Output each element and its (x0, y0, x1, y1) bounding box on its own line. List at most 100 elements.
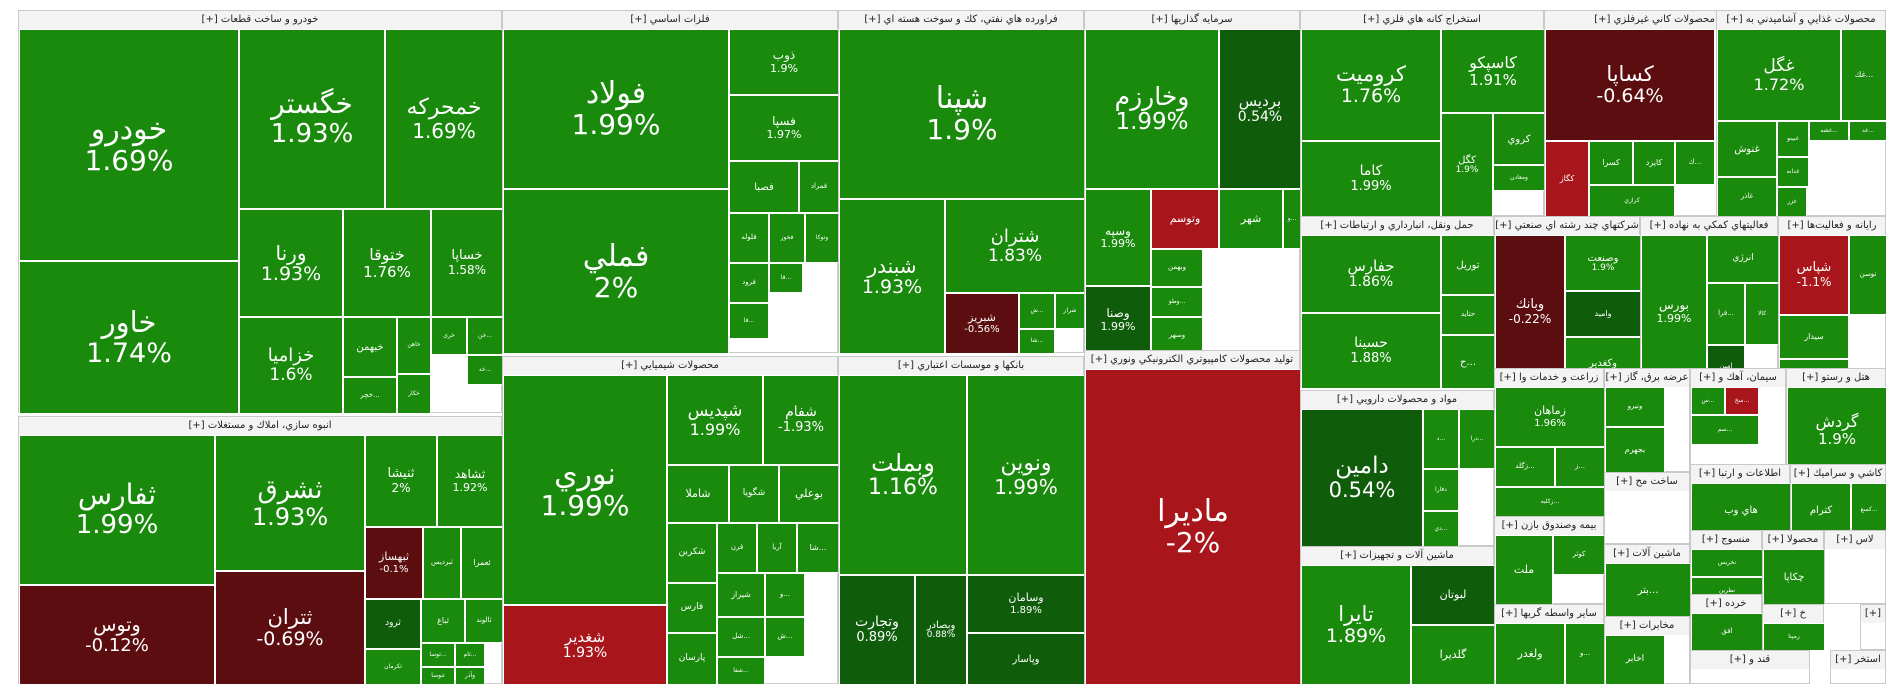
stock-tile[interactable]: شاملا (667, 465, 729, 523)
stock-tile[interactable]: ...خچر (343, 377, 397, 414)
sector-title[interactable]: انبوه سازي، املاك و مستغلات [+] (19, 417, 501, 435)
stock-tile[interactable]: ...فا (729, 303, 769, 339)
stock-tile[interactable]: ثكرمان (365, 649, 421, 685)
stock-tile[interactable]: شهر (1219, 189, 1283, 249)
stock-tile[interactable]: حسينا 1.88% (1301, 313, 1441, 389)
sector-title[interactable]: خرده [+] (1691, 595, 1761, 613)
stock-tile[interactable]: واميد (1565, 291, 1641, 337)
stock-tile[interactable]: افق (1691, 613, 1763, 651)
stock-tile[interactable]: كوثر (1553, 535, 1605, 575)
sector-title[interactable]: هتل و رستو [+] (1787, 369, 1885, 387)
sector-title[interactable]: اطلاعات و ارتبا [+] (1691, 465, 1789, 483)
stock-tile[interactable]: وآذر (455, 667, 485, 685)
stock-tile[interactable]: ...س (1691, 387, 1725, 415)
stock-tile[interactable]: فارس (667, 583, 717, 633)
stock-tile[interactable]: ...دي (1423, 511, 1459, 547)
sector-title[interactable]: استخراج كانه هاي فلزي [+] (1301, 11, 1543, 29)
stock-tile[interactable]: برديس 0.54% (1219, 29, 1301, 189)
stock-tile[interactable]: ملت (1495, 535, 1553, 605)
stock-tile[interactable]: ...شفا (717, 657, 765, 685)
stock-tile[interactable]: ثنيشا 2% (365, 435, 437, 527)
stock-tile[interactable]: آريا (757, 523, 797, 573)
stock-tile[interactable]: كگاز (1545, 141, 1589, 217)
stock-tile[interactable]: گلديرا (1411, 625, 1495, 685)
stock-tile[interactable]: ...ز (1555, 447, 1605, 487)
stock-tile[interactable]: وخارزم 1.99% (1085, 29, 1219, 189)
stock-tile[interactable]: ورنا 1.93% (239, 209, 343, 317)
stock-tile[interactable]: خاهن (397, 317, 431, 374)
sector-title[interactable]: فعاليتهاي كمكي به نهاده [+] (1641, 217, 1777, 235)
stock-tile[interactable]: ثبردیس (423, 527, 461, 599)
stock-tile[interactable]: توسن (1849, 235, 1887, 315)
stock-tile[interactable]: فولاد 1.99% (503, 29, 729, 189)
stock-tile[interactable]: كاما 1.99% (1301, 141, 1441, 217)
stock-tile[interactable]: بورس 1.99% (1641, 235, 1707, 389)
sector-title[interactable]: رايانه و فعاليت‌ها [+] (1779, 217, 1885, 235)
sector-title[interactable]: بانكها و موسسات اعتباري [+] (839, 357, 1083, 375)
stock-tile[interactable]: خودرو 1.69% (19, 29, 239, 261)
stock-tile[interactable]: كرازي (1589, 185, 1675, 217)
stock-tile[interactable]: ...د (1423, 409, 1459, 469)
sector-title[interactable]: كاشي و سراميك [+] (1791, 465, 1885, 483)
sector-title[interactable]: محصولات شيميايي [+] (503, 357, 837, 375)
stock-tile[interactable]: ثعمرا (461, 527, 503, 599)
stock-tile[interactable]: وبملت 1.16% (839, 375, 967, 575)
stock-tile[interactable]: وبهمن (1151, 249, 1203, 287)
stock-tile[interactable]: لبوتان (1411, 565, 1495, 625)
stock-tile[interactable]: نوري 1.99% (503, 375, 667, 605)
stock-tile[interactable]: رمپنا (1763, 623, 1825, 651)
stock-tile[interactable]: وتوس -0.12% (19, 585, 215, 685)
stock-tile[interactable]: خرى (431, 317, 467, 355)
sector-title[interactable]: محصولا [+] (1763, 531, 1823, 549)
stock-tile[interactable]: ...ح (1441, 335, 1495, 389)
stock-tile[interactable]: پارسان (667, 633, 717, 685)
stock-tile[interactable]: ومعادن (1493, 165, 1545, 191)
stock-tile[interactable]: حفارس 1.86% (1301, 235, 1441, 313)
stock-tile[interactable]: ...ش (1019, 293, 1055, 329)
stock-tile[interactable]: نخريس (1691, 549, 1763, 577)
stock-tile[interactable]: هاي وب (1691, 483, 1791, 537)
sector-title[interactable]: شركتهاي چند رشته اي صنعتي [+] (1495, 217, 1639, 235)
stock-tile[interactable]: ...خد (467, 355, 503, 385)
stock-tile[interactable]: كسرا (1589, 141, 1633, 185)
sector-title[interactable]: بيمه وصندوق بازن [+] (1495, 517, 1603, 535)
stock-tile[interactable]: ...سخ (1725, 387, 1759, 415)
stock-tile[interactable]: ونيرو (1605, 387, 1665, 427)
stock-tile[interactable]: وبانك -0.22% (1495, 235, 1565, 389)
stock-tile[interactable]: شبریز -0.56% (945, 293, 1019, 354)
stock-tile[interactable]: ...زكلبه (1495, 487, 1605, 517)
stock-tile[interactable]: ولغدر (1495, 623, 1565, 685)
sector-title[interactable]: فلزات اساسي [+] (503, 11, 837, 29)
stock-tile[interactable]: خاور 1.74% (19, 261, 239, 414)
sector-title[interactable]: ماشين آلات و تجهيزات [+] (1301, 547, 1493, 565)
stock-tile[interactable]: ...شا (797, 523, 839, 573)
sector-title[interactable]: توليد محصولات كامپيوتري الكترونيكي ونوري… (1085, 351, 1299, 369)
stock-tile[interactable]: ثرود (365, 599, 421, 649)
stock-tile[interactable]: ...كسع (1851, 483, 1887, 537)
stock-tile[interactable]: ...فرا (1707, 283, 1745, 345)
stock-tile[interactable]: ...درا (1459, 409, 1495, 469)
stock-tile[interactable]: شكربن (667, 523, 717, 583)
sector-title[interactable]: قند و [+] (1691, 651, 1809, 669)
stock-tile[interactable]: ...شا (1019, 329, 1055, 354)
stock-tile[interactable]: زماهان 1.96% (1495, 387, 1605, 447)
stock-tile[interactable]: ثالوند (465, 599, 503, 643)
sector-title[interactable]: خ [+] (1763, 605, 1823, 623)
stock-tile[interactable]: ثباغ (421, 599, 465, 643)
stock-tile[interactable]: دفارا (1423, 469, 1459, 511)
stock-tile[interactable]: ...خن (467, 317, 503, 355)
stock-tile[interactable]: گردش 1.9% (1787, 387, 1887, 473)
stock-tile[interactable]: وسامان 1.89% (967, 575, 1085, 633)
sector-title[interactable]: سرمايه گذاريها [+] (1085, 11, 1299, 29)
stock-tile[interactable]: خبهمن (343, 317, 397, 377)
stock-tile[interactable]: غبينو (1777, 121, 1809, 157)
stock-tile[interactable]: تايرا 1.89% (1301, 565, 1411, 685)
stock-tile[interactable]: سيدار (1779, 315, 1849, 359)
stock-tile[interactable]: خساپا 1.58% (431, 209, 503, 317)
stock-tile[interactable]: ...ش (765, 617, 805, 657)
stock-tile[interactable]: فلوله (729, 213, 769, 263)
stock-tile[interactable]: شفام -1.93% (763, 375, 839, 465)
stock-tile[interactable]: ...غك (1841, 29, 1887, 121)
stock-tile[interactable]: ثشاهد 1.92% (437, 435, 503, 527)
stock-tile[interactable]: توريل (1441, 235, 1495, 295)
